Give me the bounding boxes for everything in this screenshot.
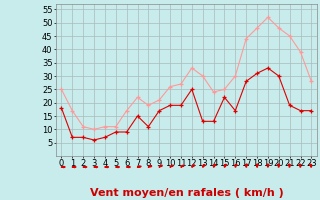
X-axis label: Vent moyen/en rafales ( km/h ): Vent moyen/en rafales ( km/h ) (90, 188, 283, 198)
